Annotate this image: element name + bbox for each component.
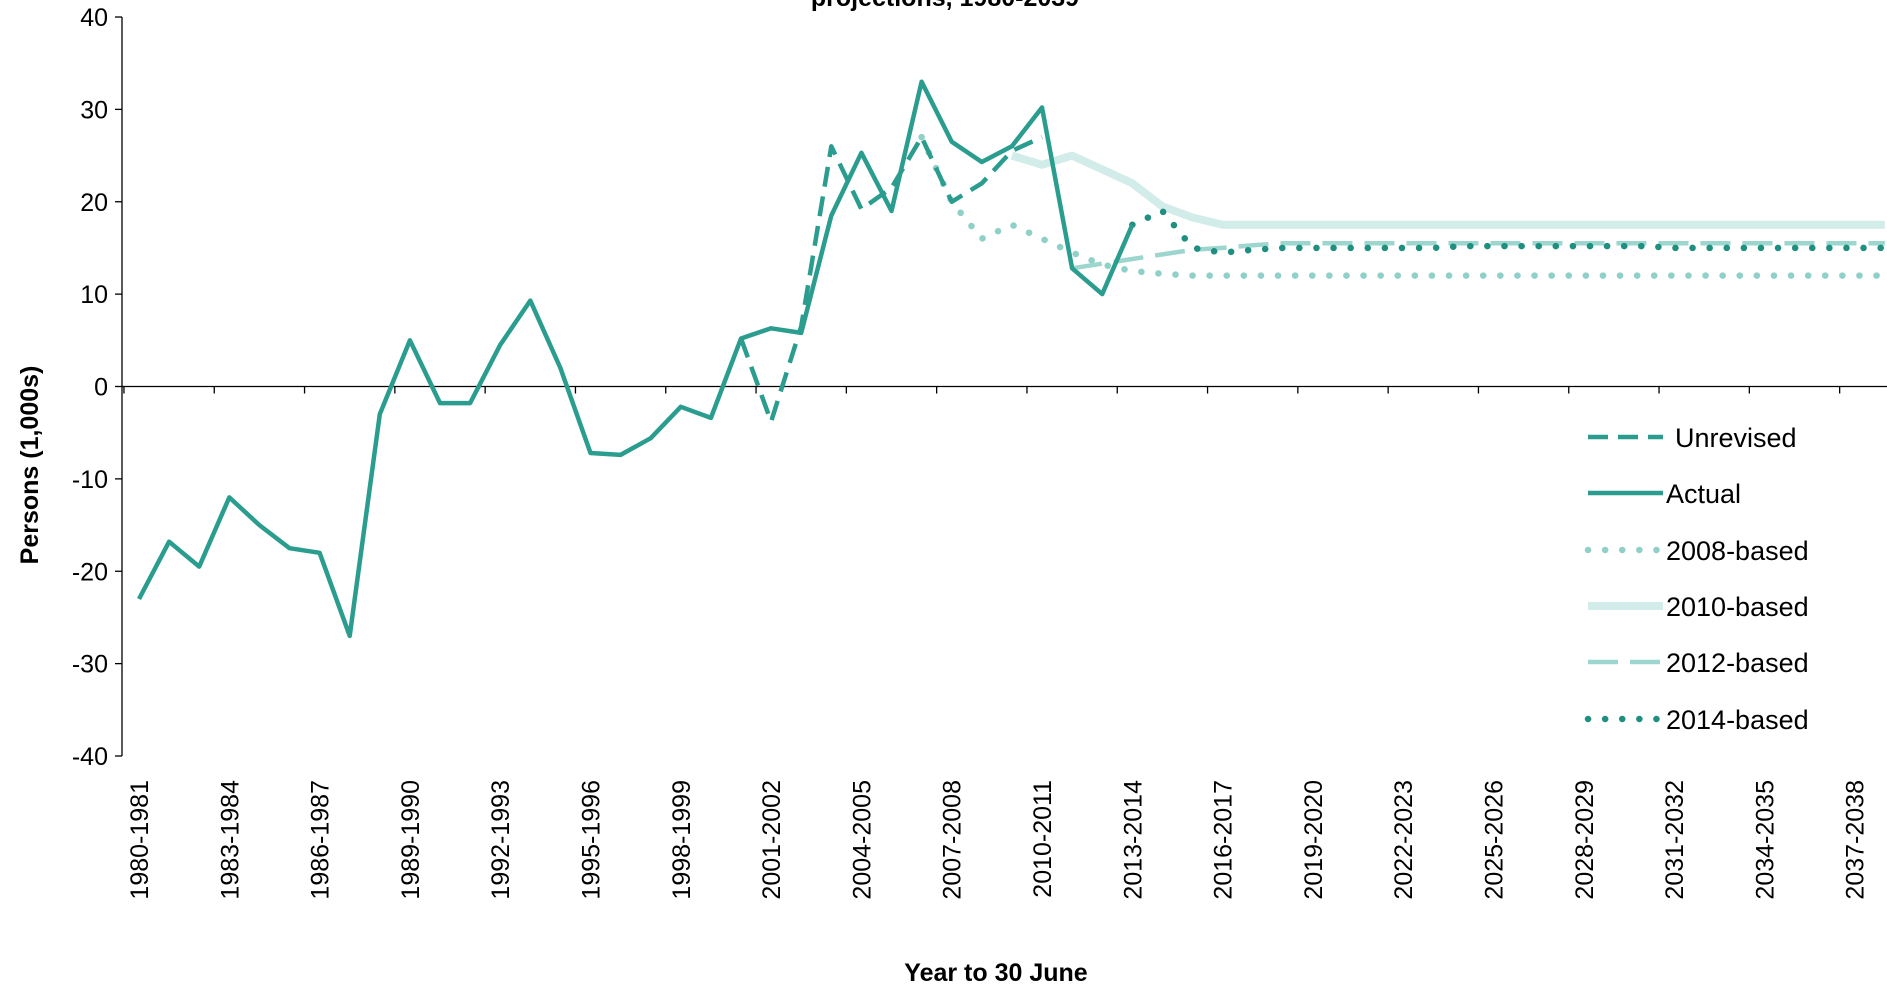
series-lines bbox=[137, 79, 1887, 639]
x-tick-label: 1992-1993 bbox=[487, 780, 515, 900]
y-tick-label: 30 bbox=[80, 96, 108, 124]
y-tick-label: 0 bbox=[94, 374, 108, 402]
legend-label: 2008-based bbox=[1666, 536, 1809, 566]
x-tick-label: 2007-2008 bbox=[939, 780, 967, 900]
y-tick-label: -20 bbox=[72, 558, 108, 586]
x-tick-label: 2019-2020 bbox=[1300, 780, 1328, 900]
x-tick-label: 1986-1987 bbox=[307, 780, 335, 900]
legend-label: Unrevised bbox=[1675, 423, 1797, 453]
legend-label: 2010-based bbox=[1666, 592, 1809, 622]
legend: Unrevised Actual 2008-based 2010-based 2012-… bbox=[1584, 423, 1809, 735]
x-tick-label: 2004-2005 bbox=[848, 780, 876, 900]
x-tick-label: 2016-2017 bbox=[1210, 780, 1238, 900]
series-line-2010-based bbox=[1010, 151, 1885, 229]
x-tick-label: 2025-2026 bbox=[1481, 780, 1509, 900]
x-tick-label: 2034-2035 bbox=[1751, 780, 1779, 900]
x-tick-label: 2013-2014 bbox=[1119, 780, 1147, 900]
y-axis-title: Persons (1,000s) bbox=[16, 366, 44, 565]
x-tick-label: 2037-2038 bbox=[1842, 780, 1870, 900]
x-tick-label: 1989-1990 bbox=[397, 780, 425, 900]
x-tick-label: 2001-2002 bbox=[758, 780, 786, 900]
y-tick-label: -40 bbox=[72, 743, 108, 771]
y-tick-label: -10 bbox=[72, 466, 108, 494]
series-line-2014-based bbox=[1129, 207, 1887, 256]
series-line-2008-based bbox=[918, 133, 1887, 279]
series-line-2012-based bbox=[1071, 241, 1885, 271]
x-tick-label: 1980-1981 bbox=[126, 780, 154, 900]
x-tick-label: 2010-2011 bbox=[1029, 780, 1057, 898]
series-line-actual bbox=[137, 79, 1135, 639]
y-tick-label: 20 bbox=[80, 189, 108, 217]
y-tick-label: 10 bbox=[80, 281, 108, 309]
legend-label: 2014-based bbox=[1666, 705, 1809, 735]
x-tick-label: 1983-1984 bbox=[216, 780, 244, 900]
x-axis-title: Year to 30 June bbox=[904, 959, 1088, 987]
legend-label: 2012-based bbox=[1666, 648, 1809, 678]
x-tick-label: 1998-1999 bbox=[668, 780, 696, 900]
y-tick-label: 40 bbox=[80, 4, 108, 32]
axes: -40 -30 -20 -10 0 10 20 30 40 1980-1981 1983-1984 1… bbox=[72, 4, 1887, 900]
x-tick-label: 2022-2023 bbox=[1390, 780, 1418, 900]
x-tick-label: 2028-2029 bbox=[1571, 780, 1599, 900]
series-line-unrevised bbox=[738, 134, 1043, 424]
chart-title: projections, 1980-2039 bbox=[811, 0, 1079, 12]
legend-label: Actual bbox=[1666, 479, 1741, 509]
x-tick-label: 2031-2032 bbox=[1661, 780, 1689, 900]
y-tick-label: -30 bbox=[72, 651, 108, 679]
x-tick-label: 1995-1996 bbox=[578, 780, 606, 900]
